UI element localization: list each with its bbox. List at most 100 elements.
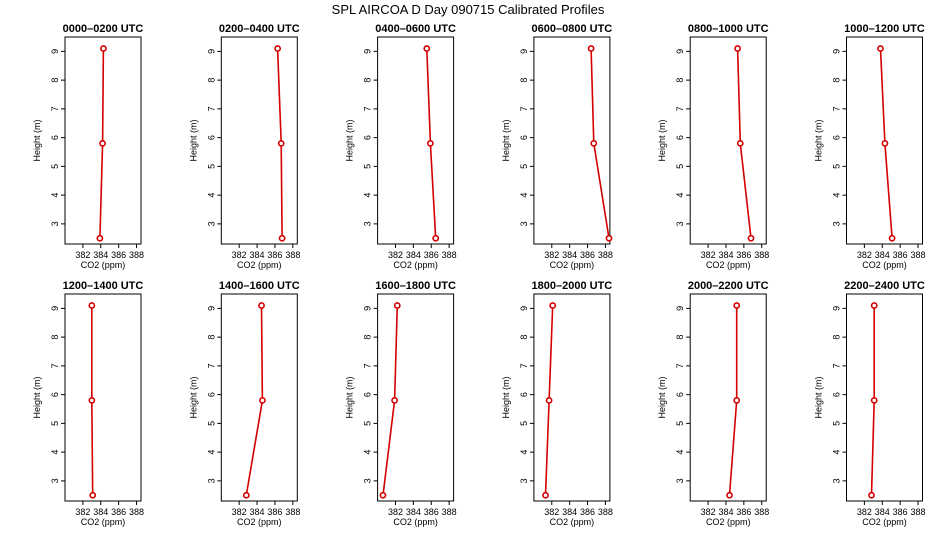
y-tick-label: 5 <box>519 164 529 169</box>
y-tick-label: 7 <box>519 363 529 368</box>
x-tick-label: 388 <box>598 250 613 260</box>
x-tick-label: 384 <box>562 507 577 517</box>
panel-title: 0200–0400 UTC <box>219 23 300 35</box>
profile-panel: 0600–0800 UTC 382 384 386 388 3 4 5 6 7 8 9 CO2 (ppm… <box>501 23 613 270</box>
y-tick-label: 3 <box>675 221 685 226</box>
data-point <box>736 139 744 147</box>
data-point <box>590 139 598 147</box>
x-tick-label: 388 <box>754 507 769 517</box>
x-tick-label: 388 <box>911 507 926 517</box>
x-tick-label: 386 <box>580 507 595 517</box>
profile-panel: 0800–1000 UTC 382 384 386 388 3 4 5 6 7 8 9 CO2 (ppm… <box>657 23 769 270</box>
y-tick-label: 4 <box>50 450 60 455</box>
x-tick-label: 388 <box>129 250 144 260</box>
plot-frame <box>689 36 767 245</box>
y-tick-label: 4 <box>206 193 216 198</box>
x-tick-label: 382 <box>75 250 90 260</box>
y-tick-label: 6 <box>363 135 373 140</box>
x-tick-label: 384 <box>875 250 890 260</box>
y-axis-label: Height (m) <box>188 119 198 161</box>
x-axis-label: CO2 (ppm) <box>550 260 595 270</box>
x-tick-label: 382 <box>232 250 247 260</box>
y-tick-label: 9 <box>363 49 373 54</box>
x-axis-label: CO2 (ppm) <box>81 517 126 527</box>
y-tick-label: 9 <box>675 49 685 54</box>
x-tick-label: 384 <box>250 250 265 260</box>
data-point <box>870 396 878 404</box>
x-axis-label: CO2 (ppm) <box>81 260 126 270</box>
y-axis-label: Height (m) <box>501 119 511 161</box>
panel-title: 1800–2000 UTC <box>532 280 613 292</box>
y-tick-label: 6 <box>675 392 685 397</box>
x-tick-label: 384 <box>250 507 265 517</box>
x-tick-label: 384 <box>406 250 421 260</box>
x-tick-label: 382 <box>857 250 872 260</box>
panel-title: 1400–1600 UTC <box>219 280 300 292</box>
x-tick-label: 384 <box>875 507 890 517</box>
y-tick-label: 7 <box>50 106 60 111</box>
y-tick-label: 3 <box>832 478 842 483</box>
x-tick-label: 382 <box>232 507 247 517</box>
x-tick-label: 382 <box>75 507 90 517</box>
y-tick-label: 7 <box>832 106 842 111</box>
data-point <box>88 396 96 404</box>
x-tick-label: 388 <box>911 250 926 260</box>
x-tick-label: 386 <box>893 250 908 260</box>
profile-panel: 2000–2200 UTC 382 384 386 388 3 4 5 6 7 8 9 CO2 (ppm… <box>657 280 769 527</box>
x-tick-label: 384 <box>718 250 733 260</box>
y-tick-label: 8 <box>206 78 216 83</box>
y-axis-label: Height (m) <box>345 376 355 418</box>
data-point <box>100 45 107 52</box>
y-tick-label: 5 <box>50 164 60 169</box>
y-tick-label: 5 <box>363 421 373 426</box>
plot-frame <box>220 293 298 502</box>
panel-title: 1000–1200 UTC <box>844 23 925 35</box>
y-axis-label: Height (m) <box>32 376 42 418</box>
y-tick-label: 3 <box>363 221 373 226</box>
y-tick-label: 9 <box>206 306 216 311</box>
x-axis-label: CO2 (ppm) <box>237 260 282 270</box>
x-axis-label: CO2 (ppm) <box>550 517 595 527</box>
y-axis-label: Height (m) <box>814 376 824 418</box>
x-tick-label: 384 <box>93 507 108 517</box>
x-tick-label: 382 <box>701 250 716 260</box>
plot-frame <box>377 293 455 502</box>
profile-panel: 1400–1600 UTC 382 384 386 388 3 4 5 6 7 8 9 CO2 (ppm… <box>188 280 300 527</box>
x-tick-label: 384 <box>93 250 108 260</box>
y-tick-label: 4 <box>675 193 685 198</box>
x-tick-label: 384 <box>562 250 577 260</box>
panel-title: 2000–2200 UTC <box>688 280 769 292</box>
x-axis-label: CO2 (ppm) <box>706 260 751 270</box>
data-point <box>549 302 557 309</box>
y-tick-label: 5 <box>832 421 842 426</box>
panel-title: 2200–2400 UTC <box>844 280 925 292</box>
plot-frame <box>64 293 142 502</box>
data-point <box>391 396 398 404</box>
x-tick-label: 386 <box>893 507 908 517</box>
y-tick-label: 5 <box>206 421 216 426</box>
y-tick-label: 4 <box>363 193 373 198</box>
y-tick-label: 6 <box>519 135 529 140</box>
data-point <box>423 45 431 52</box>
data-point <box>277 139 285 147</box>
y-tick-label: 3 <box>519 221 529 226</box>
data-point <box>96 234 104 242</box>
y-tick-label: 8 <box>363 78 373 83</box>
y-tick-label: 8 <box>675 78 685 83</box>
y-tick-label: 7 <box>206 363 216 368</box>
data-point <box>545 396 553 404</box>
profile-panel: 1600–1800 UTC 382 384 386 388 3 4 5 6 7 8 9 CO2 (ppm… <box>345 280 457 527</box>
panel-title: 1200–1400 UTC <box>63 280 144 292</box>
x-tick-label: 386 <box>736 250 751 260</box>
data-point <box>393 302 401 309</box>
plot-frame <box>533 36 611 245</box>
y-tick-label: 4 <box>832 450 842 455</box>
x-tick-label: 386 <box>111 507 126 517</box>
data-point <box>542 491 549 499</box>
y-tick-label: 4 <box>519 193 529 198</box>
x-tick-label: 388 <box>285 250 300 260</box>
y-tick-label: 4 <box>50 193 60 198</box>
y-tick-label: 3 <box>50 221 60 226</box>
data-point <box>733 396 741 404</box>
data-point <box>881 139 889 147</box>
